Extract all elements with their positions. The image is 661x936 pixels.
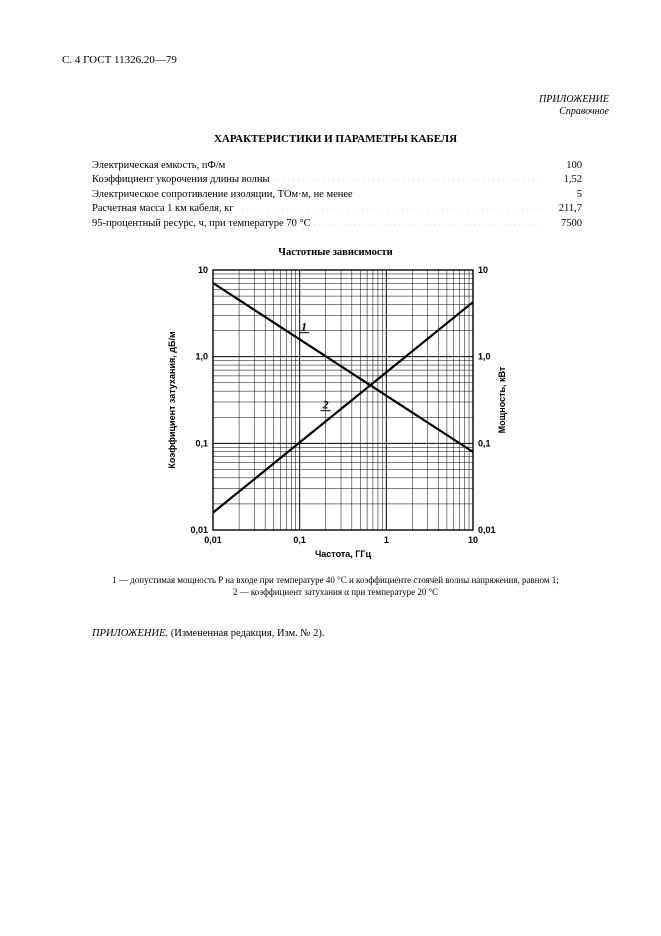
param-value: 100 [546, 159, 582, 172]
appendix-revision-note: ПРИЛОЖЕНИЕ. (Измененная редакция, Изм. №… [92, 627, 609, 640]
param-label: Расчетная масса 1 км кабеля, кг [92, 202, 234, 215]
svg-text:10: 10 [198, 265, 208, 275]
svg-text:1,0: 1,0 [195, 352, 208, 362]
leader-dots [228, 156, 543, 167]
svg-text:10: 10 [478, 265, 488, 275]
svg-text:1: 1 [301, 320, 307, 334]
chart-legend: 1 — допустимая мощность P на входе при т… [62, 574, 609, 598]
frequency-chart: 1 2 0,01 0,1 1 10 Частота, ГГц 0,01 0,1 1,0 10 Коэф… [62, 262, 609, 566]
svg-text:1: 1 [384, 535, 389, 545]
legend-line-1: 1 — допустимая мощность P на входе при т… [112, 575, 559, 585]
svg-text:0,1: 0,1 [195, 439, 208, 449]
leader-dots [237, 199, 543, 210]
svg-text:0,01: 0,01 [204, 535, 222, 545]
svg-text:2: 2 [322, 398, 329, 412]
param-label: Коэффициент укорочения длины волны [92, 173, 270, 186]
svg-text:0,1: 0,1 [293, 535, 306, 545]
appendix-title: ПРИЛОЖЕНИЕ [62, 94, 609, 107]
param-value: 1,52 [546, 173, 582, 186]
appendix-note-text: (Измененная редакция, Изм. № 2). [168, 628, 324, 639]
param-label: Электрическая емкость, пФ/м [92, 159, 225, 172]
param-value: 211,7 [546, 202, 582, 215]
legend-line-2: 2 — коэффициент затухания α при температ… [233, 587, 438, 597]
section-title: ХАРАКТЕРИСТИКИ И ПАРАМЕТРЫ КАБЕЛЯ [62, 133, 609, 147]
param-value: 5 [546, 188, 582, 201]
appendix-subtitle: Справочное [62, 106, 609, 119]
svg-text:0,1: 0,1 [478, 439, 491, 449]
param-value: 7500 [546, 217, 582, 230]
appendix-heading: ПРИЛОЖЕНИЕ Справочное [62, 94, 609, 119]
leader-dots [356, 185, 543, 196]
svg-text:0,01: 0,01 [190, 525, 208, 535]
appendix-note-label: ПРИЛОЖЕНИЕ. [92, 628, 168, 639]
leader-dots [273, 170, 543, 181]
parameters-list: Электрическая емкость, пФ/м 100 Коэффициен… [92, 159, 582, 231]
page-header: С. 4 ГОСТ 11326.20—79 [62, 54, 609, 68]
svg-text:Коэффициент затухания, дБ/м: Коэффициент затухания, дБ/м [167, 331, 177, 469]
svg-text:Частота, ГГц: Частота, ГГц [315, 549, 372, 559]
svg-text:Мощность, кВт: Мощность, кВт [497, 366, 507, 433]
leader-dots [314, 214, 543, 225]
chart-caption: Частотные зависимости [62, 246, 609, 259]
param-label: 95-процентный ресурс, ч, при температуре… [92, 217, 311, 230]
svg-text:0,01: 0,01 [478, 525, 496, 535]
param-row: 95-процентный ресурс, ч, при температуре… [92, 217, 582, 230]
svg-text:10: 10 [468, 535, 478, 545]
svg-text:1,0: 1,0 [478, 352, 491, 362]
